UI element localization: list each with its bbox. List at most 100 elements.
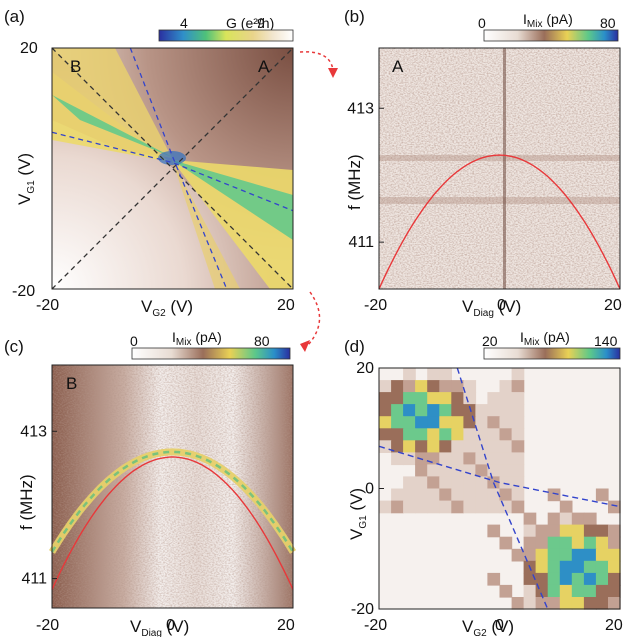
panel-a-colorbar-max: 9 — [257, 15, 265, 31]
panel-a-ytick-bottom: -20 — [12, 283, 35, 300]
panel-d-cell — [391, 428, 404, 441]
panel-d-cell — [475, 476, 489, 490]
panel-b-colorbar: 0 IMix (pA) 80 — [478, 11, 619, 42]
panel-c-xtick-center: 0 — [166, 617, 175, 634]
panel-d-cell — [451, 416, 464, 429]
panel-d-cell — [391, 488, 404, 502]
panel-c: (c) 0 IMix (pA) 80 B 413 411 -20 0 20 VDi… — [4, 329, 296, 637]
panel-d-cell — [439, 452, 452, 466]
panel-d-cell — [427, 440, 440, 453]
panel-d-cell — [463, 488, 477, 502]
panel-b-xtick-right: 20 — [604, 297, 622, 314]
arrow-a-to-b — [299, 51, 334, 71]
panel-d-cell — [415, 500, 428, 514]
panel-d-cell — [595, 524, 609, 538]
panel-d-cell — [451, 392, 464, 405]
panel-c-resonance-core — [50, 450, 295, 553]
panel-d-cell — [451, 488, 464, 502]
panel-d-cell — [391, 500, 404, 514]
panel-d-cell — [583, 572, 597, 586]
panel-d-cell — [463, 440, 477, 453]
panel-d-cell — [547, 584, 561, 598]
panel-a-band-lower — [172, 160, 240, 289]
panel-d-cell — [415, 464, 428, 478]
panel-d-cell — [511, 597, 525, 610]
panel-d-colorbar-gradient — [483, 347, 621, 360]
panel-d-cell — [499, 488, 513, 502]
panel-d-cell — [487, 392, 501, 405]
panel-d-xtick-right: 20 — [605, 617, 623, 634]
panel-d-cell — [391, 452, 404, 466]
panel-d-cell — [499, 392, 513, 405]
panel-d-cell — [439, 392, 452, 405]
panel-d-cell — [523, 512, 537, 526]
panel-d-xtick-left: -20 — [364, 617, 387, 634]
panel-d-cell — [487, 524, 501, 538]
panel-d-cell — [559, 524, 573, 538]
panel-d-cell — [595, 584, 609, 598]
panel-d-cell — [439, 464, 452, 478]
panel-d-cell — [475, 428, 489, 441]
panel-d-cell — [559, 500, 573, 514]
panel-d-cell — [403, 440, 416, 453]
panel-d-cell — [379, 500, 392, 514]
panel-a-frame — [51, 47, 294, 290]
panel-d-ytick-label-0: 20 — [356, 360, 374, 377]
panel-d-cell — [475, 404, 489, 417]
panel-c-ytick-label-0: 413 — [20, 423, 47, 440]
panel-d-cell — [608, 597, 621, 610]
panel-d-colorbar: 20 IMix (pA) 140 — [482, 329, 621, 360]
panel-b-noise-row-1 — [379, 155, 620, 161]
panel-d-cell — [415, 428, 428, 441]
panel-a-letter: (a) — [4, 7, 25, 26]
panel-d-cell — [583, 560, 597, 574]
panel-d-cell — [499, 416, 513, 429]
panel-b-ytick-label-0: 413 — [347, 100, 374, 117]
panel-d-cell — [439, 404, 452, 417]
panel-d-cell — [595, 536, 609, 550]
panel-d-cell — [583, 536, 597, 550]
panel-d-cell — [608, 536, 621, 550]
panel-c-corner-label: B — [66, 374, 77, 393]
panel-d-cell — [511, 452, 525, 466]
panel-d-cell — [571, 560, 585, 574]
panel-a-dashed-line-1 — [51, 47, 294, 290]
panel-c-frame — [51, 364, 294, 609]
panel-d-cell — [499, 476, 513, 490]
panel-d-cell — [499, 404, 513, 417]
panel-c-colorbar-min: 0 — [130, 333, 138, 349]
panel-d-cell — [499, 380, 513, 393]
panel-d-cell — [439, 476, 452, 490]
panel-d-cell — [499, 440, 513, 453]
panel-b-corner-label: A — [392, 57, 404, 76]
panel-d-cell — [379, 380, 392, 393]
panel-d-cell — [463, 416, 477, 429]
panel-d-cell — [427, 380, 440, 393]
panel-d-cell — [547, 536, 561, 550]
panel-d-cell — [403, 428, 416, 441]
panel-a-colorbar: G (e²/h) 4 9 — [158, 15, 294, 42]
panel-d-cell — [403, 500, 416, 514]
panel-d-cell — [523, 524, 537, 538]
panel-a-corner-label-a: A — [258, 57, 270, 76]
panel-c-xtick-left: -20 — [36, 617, 59, 634]
panel-d-cell — [427, 452, 440, 466]
panel-d-dashed-lines — [378, 367, 621, 610]
panel-d-cell — [535, 572, 549, 586]
panel-a-dashed-line-2 — [129, 47, 228, 290]
panel-b-plot: A — [378, 47, 621, 290]
panel-d-cell — [415, 440, 428, 453]
panel-c-ytick-label-1: 411 — [21, 571, 47, 588]
panel-a-colorbar-gradient — [158, 29, 294, 42]
panel-d-cell — [427, 416, 440, 429]
panel-d-cell — [571, 536, 585, 550]
panel-d-cell — [608, 500, 621, 514]
panel-c-fit-curve — [51, 456, 294, 590]
panel-d-cell — [608, 572, 621, 586]
panel-b-frame — [378, 47, 621, 290]
panel-d-cell — [511, 440, 525, 453]
panel-d-cell — [595, 488, 609, 502]
panel-d-cells — [379, 368, 621, 610]
panel-d-cell — [547, 512, 561, 526]
arrow-a-to-b-head — [328, 68, 338, 78]
